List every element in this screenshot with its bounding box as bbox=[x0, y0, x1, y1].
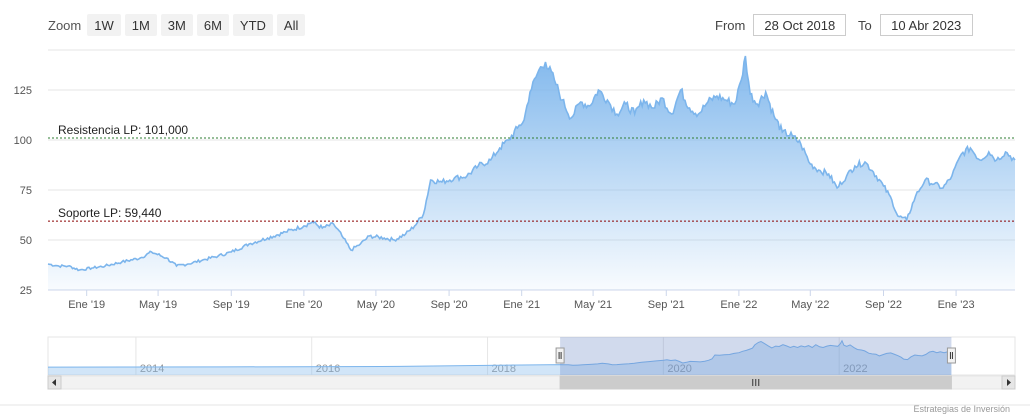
x-tick-label: Ene '22 bbox=[720, 299, 757, 311]
y-tick-label: 75 bbox=[20, 185, 32, 197]
arrow-left-icon bbox=[52, 379, 56, 386]
range-to: To bbox=[858, 14, 973, 36]
navigator-handle-right[interactable] bbox=[946, 347, 956, 364]
navigator-year-label: 2020 bbox=[667, 363, 691, 375]
from-label: From bbox=[715, 17, 746, 33]
series-line bbox=[47, 55, 1016, 272]
from-date-input[interactable] bbox=[753, 14, 847, 36]
resistance-label: Resistencia LP: 101,000 bbox=[58, 123, 188, 137]
zoom-bar: Zoom 1W 1M 3M 6M YTD All bbox=[48, 14, 309, 36]
x-tick-label: Sep '20 bbox=[431, 299, 468, 311]
navigator-year-label: 2022 bbox=[843, 363, 867, 375]
navigator-selection[interactable] bbox=[560, 337, 952, 375]
x-tick-label: Sep '19 bbox=[213, 299, 250, 311]
navigator-line bbox=[47, 339, 952, 368]
zoom-1w-button[interactable]: 1W bbox=[87, 14, 121, 36]
zoom-3m-button[interactable]: 3M bbox=[160, 14, 193, 36]
range-from: From bbox=[715, 14, 847, 36]
y-tick-label: 50 bbox=[20, 235, 32, 247]
support-label: Soporte LP: 59,440 bbox=[58, 206, 162, 220]
chart-credits[interactable]: Estrategias de Inversión bbox=[913, 404, 1010, 414]
to-date-input[interactable] bbox=[879, 14, 973, 36]
y-tick-label: 100 bbox=[14, 135, 32, 147]
series-area bbox=[48, 56, 1015, 290]
x-tick-label: Sep '22 bbox=[865, 299, 902, 311]
navigator-year-label: 2014 bbox=[140, 363, 164, 375]
handle-body bbox=[946, 347, 956, 364]
x-tick-label: May '22 bbox=[791, 299, 829, 311]
x-tick-label: May '21 bbox=[574, 299, 612, 311]
to-label: To bbox=[858, 17, 872, 33]
scrollbar-right-button[interactable] bbox=[1001, 375, 1016, 390]
y-tick-label: 125 bbox=[14, 85, 32, 97]
x-tick-label: Ene '23 bbox=[938, 299, 975, 311]
x-tick-label: May '19 bbox=[139, 299, 177, 311]
y-tick-label: 25 bbox=[20, 285, 32, 297]
zoom-1m-button[interactable]: 1M bbox=[124, 14, 157, 36]
navigator-year-label: 2016 bbox=[316, 363, 340, 375]
navigator-area bbox=[48, 340, 952, 375]
navigator-handle-left[interactable] bbox=[555, 347, 565, 364]
navigator-year-label: 2018 bbox=[492, 363, 516, 375]
navigator-background bbox=[47, 336, 1016, 376]
zoom-ytd-button[interactable]: YTD bbox=[232, 14, 273, 36]
scrollbar-left-button[interactable] bbox=[47, 375, 62, 390]
handle-body bbox=[555, 347, 565, 364]
x-tick-label: Ene '19 bbox=[68, 299, 105, 311]
x-tick-label: Ene '21 bbox=[503, 299, 540, 311]
x-tick-label: May '20 bbox=[357, 299, 395, 311]
x-tick-label: Sep '21 bbox=[648, 299, 685, 311]
arrow-right-icon bbox=[1007, 379, 1011, 386]
zoom-label: Zoom bbox=[48, 17, 82, 33]
x-tick-label: Ene '20 bbox=[285, 299, 322, 311]
zoom-6m-button[interactable]: 6M bbox=[196, 14, 229, 36]
zoom-all-button[interactable]: All bbox=[276, 14, 306, 36]
